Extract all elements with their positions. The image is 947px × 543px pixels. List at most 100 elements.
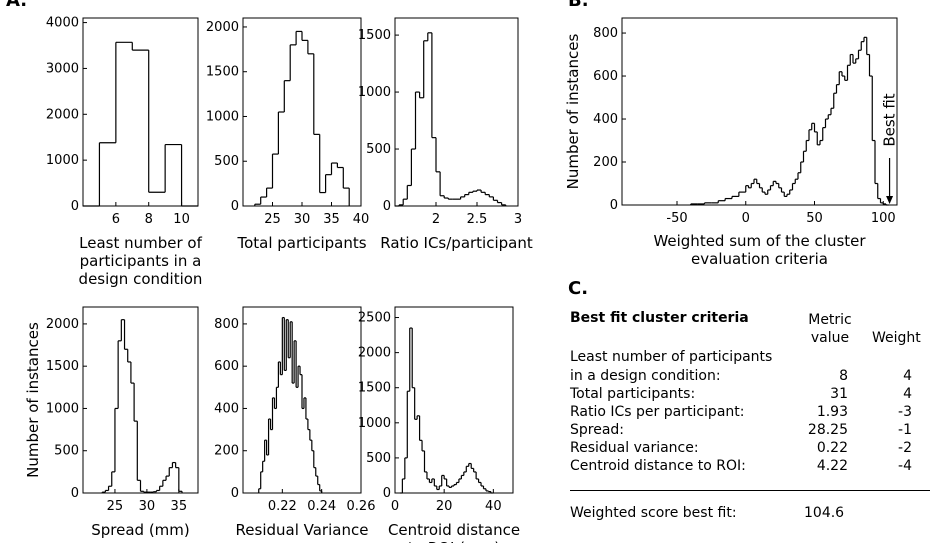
axes-box [394,17,519,207]
row-weight: -3 [898,404,912,420]
best-fit-arrow-head [886,196,894,204]
y-tick-label: 600 [214,359,239,374]
y-tick-label: 1000 [46,401,79,416]
x-tick-label: 25 [107,499,124,514]
x-tick-label: 30 [139,499,156,514]
x-tick-label: 0 [742,211,750,226]
x-tick-label: 0.24 [307,499,336,514]
y-tick-label: 2000 [46,317,79,332]
x-axis-label: Centroid distance [388,521,520,539]
chart-total-participants: 0 500 1000 1500 2000 25 30 35 40 Total participan… [206,17,370,252]
row-weight: -1 [898,422,912,438]
y-tick-label: 1000 [206,109,239,124]
y-tick-label: 1500 [46,359,79,374]
chart-least-participants: 0 1000 2000 3000 4000 6 8 10 Least number ofpart… [46,16,203,288]
row-label: Least number of participants [570,349,773,365]
y-tick-label: 800 [593,26,618,41]
y-tick-label: 4000 [46,16,79,31]
y-tick-label: 500 [54,444,79,459]
y-tick-label: 1500 [358,381,391,396]
panel-label-c: C. [568,278,589,299]
x-axis-label: Ratio ICs/participant [380,234,533,252]
y-tick-label: 2000 [358,346,391,361]
score-value: 104.6 [804,505,845,521]
y-tick-label: 2500 [358,311,391,326]
x-axis-label: Weighted sum of the cluster [653,232,866,250]
table-title: Best fit cluster criteria [570,310,749,326]
y-tick-label: 0 [71,199,79,214]
row-label: Centroid distance to ROI: [570,458,746,474]
row-label: Ratio ICs per participant: [570,404,745,420]
x-tick-label: 2.5 [467,212,488,227]
chart-ratio-ics: 0 500 1000 1500 2 2.5 3 Ratio ICs/participant [358,17,533,252]
y-tick-label: 1000 [358,416,391,431]
axes-box [394,306,514,494]
y-tick-label: 0 [231,199,239,214]
y-axis-label: Number of instances [24,322,42,478]
x-tick-label: 30 [294,212,311,227]
weight-header: Weight [872,330,921,346]
panel-label-a: A. [6,0,28,11]
x-tick-label: 50 [806,211,823,226]
x-axis-label: participants in a [80,252,202,270]
x-tick-label: 0.22 [268,499,297,514]
axes-box [621,17,898,206]
x-axis-label: Residual Variance [236,521,369,539]
y-tick-label: 0 [231,486,239,501]
y-tick-label: 2000 [46,107,79,122]
x-tick-label: 10 [173,212,190,227]
row-weight: 4 [903,386,912,402]
x-tick-label: 2 [432,212,440,227]
y-tick-label: 1000 [358,85,391,100]
y-tick-label: 0 [383,199,391,214]
row-label: Total participants: [570,386,696,402]
x-axis-label: to ROI (mm) [408,539,500,543]
row-weight: -4 [898,458,912,474]
x-tick-label: 8 [145,212,153,227]
y-tick-label: 0 [71,486,79,501]
y-tick-label: 800 [214,317,239,332]
x-tick-label: 40 [353,212,370,227]
x-tick-label: 25 [264,212,281,227]
x-axis-label: evaluation criteria [691,250,828,268]
y-tick-label: 200 [593,155,618,170]
x-tick-label: -50 [666,211,687,226]
row-value: 8 [839,368,848,384]
x-axis-label: Spread (mm) [91,521,190,539]
row-value: 0.22 [816,440,848,456]
x-axis-label: Total participants [236,234,366,252]
y-tick-label: 3000 [46,61,79,76]
chart-weighted-sum: 0 200 400 600 800 -50 0 50 100 Weighted sum of th… [564,17,899,268]
row-weight: -2 [898,440,912,456]
row-value: 28.25 [807,422,848,438]
y-tick-label: 500 [366,142,391,157]
x-tick-label: 0 [391,499,399,514]
chart-residual-variance: 0 200 400 600 800 0.22 0.24 0.26 Residual Varian… [214,306,376,539]
x-tick-label: 40 [485,499,502,514]
y-tick-label: 500 [214,154,239,169]
x-tick-label: 6 [112,212,120,227]
score-label: Weighted score best fit: [570,505,737,521]
row-value: 31 [830,386,848,402]
chart-spread: 0 500 1000 1500 2000 25 30 35 Spread (mm) Number … [24,306,199,539]
y-tick-label: 1500 [358,28,391,43]
panel-label-b: B. [568,0,589,11]
y-tick-label: 2000 [206,20,239,35]
metric-header-line1: Metric [808,312,852,328]
best-fit-annotation: Best fit [881,93,899,146]
y-tick-label: 1000 [46,153,79,168]
y-tick-label: 400 [593,112,618,127]
y-tick-label: 500 [366,451,391,466]
row-label: Spread: [570,422,625,438]
y-axis-label: Number of instances [564,34,582,190]
metric-header-line2: value [810,330,850,346]
row-label: Residual variance: [570,440,699,456]
row-value: 1.93 [816,404,848,420]
x-tick-label: 0.26 [347,499,376,514]
y-tick-label: 600 [593,69,618,84]
axes-box [242,306,362,494]
x-tick-label: 100 [871,211,896,226]
table-divider [570,490,930,491]
